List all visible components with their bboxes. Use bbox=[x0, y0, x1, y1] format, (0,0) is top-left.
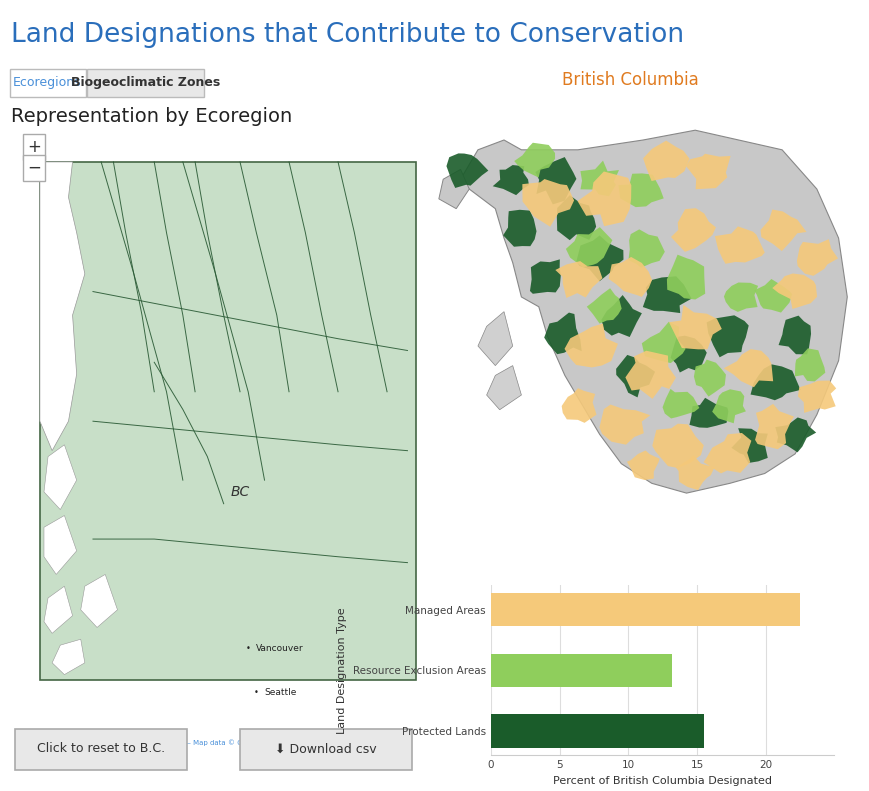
Polygon shape bbox=[44, 516, 76, 574]
Text: •: • bbox=[246, 644, 250, 653]
Text: +: + bbox=[27, 138, 41, 156]
Polygon shape bbox=[447, 153, 488, 188]
Polygon shape bbox=[671, 335, 706, 373]
Polygon shape bbox=[775, 418, 816, 452]
Polygon shape bbox=[779, 316, 811, 354]
Bar bbox=[491, 593, 799, 626]
Text: −: − bbox=[27, 159, 41, 177]
Polygon shape bbox=[600, 404, 650, 445]
Polygon shape bbox=[667, 255, 706, 300]
Text: Land Designations that Contribute to Conservation: Land Designations that Contribute to Con… bbox=[11, 22, 685, 48]
Polygon shape bbox=[760, 210, 806, 251]
Polygon shape bbox=[773, 274, 817, 309]
FancyBboxPatch shape bbox=[16, 729, 187, 770]
Polygon shape bbox=[643, 141, 690, 181]
Bar bbox=[491, 714, 704, 747]
Polygon shape bbox=[535, 157, 576, 204]
Polygon shape bbox=[40, 162, 85, 451]
Text: Biogeoclimatic Zones: Biogeoclimatic Zones bbox=[71, 76, 220, 89]
Polygon shape bbox=[669, 305, 722, 350]
Polygon shape bbox=[587, 288, 621, 324]
Polygon shape bbox=[616, 355, 655, 397]
Polygon shape bbox=[715, 226, 765, 264]
Polygon shape bbox=[487, 365, 521, 410]
Polygon shape bbox=[52, 639, 85, 675]
Bar bbox=[491, 653, 673, 687]
Bar bbox=[40, 162, 415, 680]
Polygon shape bbox=[557, 195, 596, 240]
Polygon shape bbox=[608, 257, 652, 297]
Polygon shape bbox=[643, 276, 692, 313]
Text: Seattle: Seattle bbox=[264, 688, 297, 697]
Polygon shape bbox=[530, 259, 561, 293]
Polygon shape bbox=[662, 389, 700, 418]
Polygon shape bbox=[676, 456, 714, 490]
Polygon shape bbox=[628, 229, 665, 268]
Polygon shape bbox=[704, 433, 752, 474]
Polygon shape bbox=[565, 324, 618, 368]
Polygon shape bbox=[555, 261, 602, 298]
Polygon shape bbox=[755, 404, 794, 449]
Polygon shape bbox=[751, 365, 800, 400]
Polygon shape bbox=[798, 380, 836, 413]
Polygon shape bbox=[522, 179, 574, 227]
Polygon shape bbox=[514, 142, 555, 177]
Polygon shape bbox=[671, 208, 716, 252]
Text: WA: WA bbox=[309, 729, 326, 739]
X-axis label: Percent of British Columbia Designated: Percent of British Columbia Designated bbox=[553, 776, 773, 785]
Text: Click to reset to B.C.: Click to reset to B.C. bbox=[37, 742, 165, 755]
Polygon shape bbox=[732, 428, 768, 463]
Polygon shape bbox=[461, 131, 847, 493]
Polygon shape bbox=[724, 349, 773, 388]
Polygon shape bbox=[544, 312, 581, 354]
Y-axis label: Land Designation Type: Land Designation Type bbox=[337, 607, 348, 734]
Polygon shape bbox=[627, 450, 660, 480]
Polygon shape bbox=[44, 586, 72, 634]
Polygon shape bbox=[724, 282, 758, 312]
Polygon shape bbox=[653, 424, 704, 468]
Polygon shape bbox=[706, 316, 749, 358]
Polygon shape bbox=[576, 236, 623, 282]
Polygon shape bbox=[619, 173, 664, 207]
Polygon shape bbox=[561, 388, 596, 423]
Text: •: • bbox=[254, 688, 259, 697]
Polygon shape bbox=[694, 360, 726, 396]
FancyBboxPatch shape bbox=[240, 729, 412, 770]
Polygon shape bbox=[601, 295, 642, 337]
FancyBboxPatch shape bbox=[10, 70, 85, 97]
Polygon shape bbox=[797, 239, 838, 276]
Polygon shape bbox=[754, 279, 793, 312]
FancyBboxPatch shape bbox=[87, 70, 204, 97]
Polygon shape bbox=[44, 445, 76, 509]
Polygon shape bbox=[642, 322, 686, 363]
Text: Leaflet | Map tiles by Stamen Design, CC BY 3.0 — Map data © OpenStreetMap: Leaflet | Map tiles by Stamen Design, CC… bbox=[16, 740, 292, 747]
Polygon shape bbox=[580, 161, 619, 196]
Polygon shape bbox=[493, 165, 529, 195]
Text: British Columbia: British Columbia bbox=[561, 71, 699, 89]
Text: Representation by Ecoregion: Representation by Ecoregion bbox=[11, 107, 293, 126]
Polygon shape bbox=[578, 172, 631, 226]
Polygon shape bbox=[81, 574, 117, 627]
Polygon shape bbox=[626, 350, 676, 399]
Text: ⬇ Download csv: ⬇ Download csv bbox=[275, 742, 376, 755]
Text: Ecoregions: Ecoregions bbox=[13, 76, 82, 89]
Polygon shape bbox=[686, 153, 731, 189]
Polygon shape bbox=[713, 389, 746, 423]
Text: Vancouver: Vancouver bbox=[256, 644, 304, 653]
Polygon shape bbox=[566, 227, 613, 267]
Polygon shape bbox=[478, 312, 513, 365]
Polygon shape bbox=[439, 169, 469, 209]
Text: BC: BC bbox=[230, 485, 249, 499]
Polygon shape bbox=[795, 348, 826, 381]
Polygon shape bbox=[503, 210, 536, 247]
Polygon shape bbox=[689, 398, 728, 428]
